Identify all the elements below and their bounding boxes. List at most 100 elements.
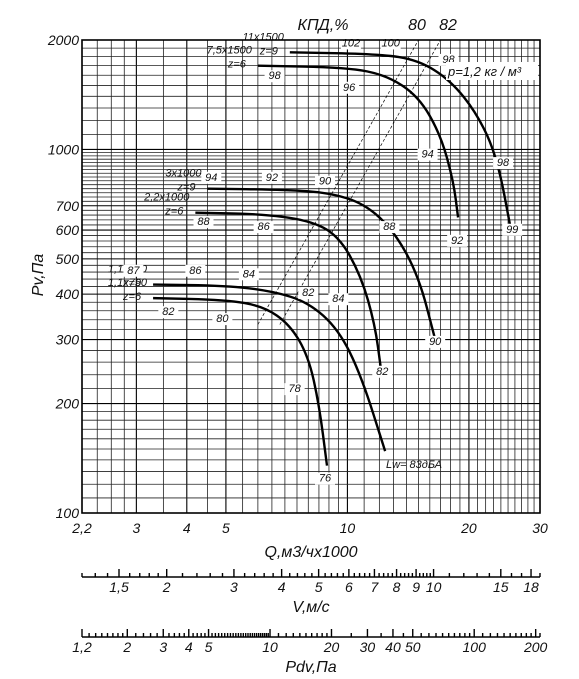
model-label: 7,5x1500 [207,45,253,57]
density-label: p=1,2 кг / м³ [447,64,522,79]
efficiency-value-bg [417,148,438,161]
model-label: 3x1000 [165,168,202,180]
efficiency-value: 87 [127,265,140,277]
y-tick-label: 400 [56,286,80,302]
scale-tick-label: 2 [162,579,171,595]
efficiency-value: 98 [497,157,510,169]
efficiency-lines [257,39,441,325]
efficiency-value: 92 [266,172,278,184]
y-tick-label: 300 [56,332,80,348]
x-tick-label: 20 [460,520,477,536]
velocity-scale-title: V,м/с [292,599,329,616]
chart-title: КПД,% [298,17,349,34]
scale-tick-label: 7 [371,579,380,595]
x-tick-label: 2,2 [71,520,92,536]
efficiency-value-bg [493,157,514,170]
efficiency-value-bg [438,53,459,66]
efficiency-value: 84 [332,293,344,305]
efficiency-value-bg [238,268,259,281]
scale-tick-label: 20 [323,639,340,655]
density-label-bg [446,62,538,80]
dynamic-pressure-scale-title: Pdv,Па [285,659,336,676]
scale-tick-label: 8 [393,579,401,595]
efficiency-value: 86 [189,265,202,277]
scale-tick-label: 9 [412,579,420,595]
scale-tick-label: 100 [463,639,487,655]
y-tick-label: 200 [55,396,80,412]
efficiency-value: 98 [268,70,281,82]
x-axis-title: Q,м3/чх1000 [264,544,357,561]
scale-tick-label: 18 [523,579,539,595]
blade-label: z=6 [122,291,142,303]
efficiency-value-bg [447,234,468,247]
scale-tick-label: 50 [405,639,421,655]
efficiency-value: 88 [197,216,210,228]
x-tick-label: 10 [340,520,356,536]
scale-tick-label: 200 [523,639,548,655]
y-tick-label: 1000 [48,141,79,157]
efficiency-label-80: 80 [408,17,426,34]
curve-5 [153,296,329,466]
scale-tick-label: 15 [493,579,509,595]
curve-4 [153,283,387,452]
y-tick-label: 100 [56,505,80,521]
scale-tick-label: 30 [360,639,376,655]
efficiency-value-bg [315,472,336,485]
efficiency-value: 94 [205,172,217,184]
y-axis-title: Pv,Па [30,254,47,297]
scale-tick-label: 3 [230,579,238,595]
efficiency-value-bg [502,223,523,236]
efficiency-value: 90 [319,176,332,188]
grid [81,39,541,514]
efficiency-value: 76 [319,473,332,485]
curve-0 [289,51,513,234]
efficiency-value-bg [284,383,305,396]
efficiency-value-bg [212,313,233,326]
curve-1 [257,64,460,218]
efficiency-value: 82 [376,366,388,378]
efficiency-value: 98 [442,54,455,66]
scale-tick-label: 5 [315,579,323,595]
efficiency-value-bg [372,365,393,378]
efficiency-value: 80 [216,313,229,325]
curve-2 [207,187,437,340]
x-tick-label: 5 [222,520,230,536]
efficiency-value: 82 [162,306,174,318]
efficiency-value-bg [379,221,400,234]
y-tick-label: 700 [56,198,80,214]
x-tick-label: 4 [183,520,191,536]
scale-tick-label: 4 [185,639,193,655]
blade-label: z=9 [259,45,278,57]
x-tick-labels: 2,2 3 4 5 10 20 30 [71,520,548,536]
efficiency-value-bg [253,221,274,234]
efficiency-value-bg [339,81,360,94]
scale-tick-label: 40 [385,639,401,655]
efficiency-value-bg [193,215,214,228]
y-tick-label: 500 [56,251,80,267]
velocity-scale: 1,5 2 3 4 5 6 7 8 9 10 15 18 [81,569,541,595]
blade-label: z=9 [176,182,195,194]
efficiency-value-bg [123,264,144,277]
efficiency-line-82 [279,39,441,325]
efficiency-value: 96 [343,82,356,94]
model-label: 11x1500 [242,31,284,43]
efficiency-value-bg [298,287,319,300]
model-label: 2,2x1000 [143,192,190,204]
model-label: 1,1x750 [108,277,148,289]
efficiency-value: 82 [302,287,314,299]
y-tick-label: 600 [56,222,80,238]
efficiency-value-bg [315,175,336,188]
scale-tick-label: 3 [159,639,167,655]
scale-tick-label: 6 [345,579,353,595]
scale-tick-label: 1,5 [109,579,129,595]
y-tick-labels: 2000 1000 700 600 500 400 300 200 100 [47,32,79,521]
plot-frame [81,39,541,514]
scale-tick-label: 10 [426,579,442,595]
scale-tick-label: 4 [278,579,286,595]
efficiency-value-bg [328,293,349,306]
efficiency-value-bg [201,171,222,184]
performance-curves [153,51,513,466]
noise-label: Lw= 83дБА [386,459,442,471]
efficiency-value: 88 [383,221,396,233]
